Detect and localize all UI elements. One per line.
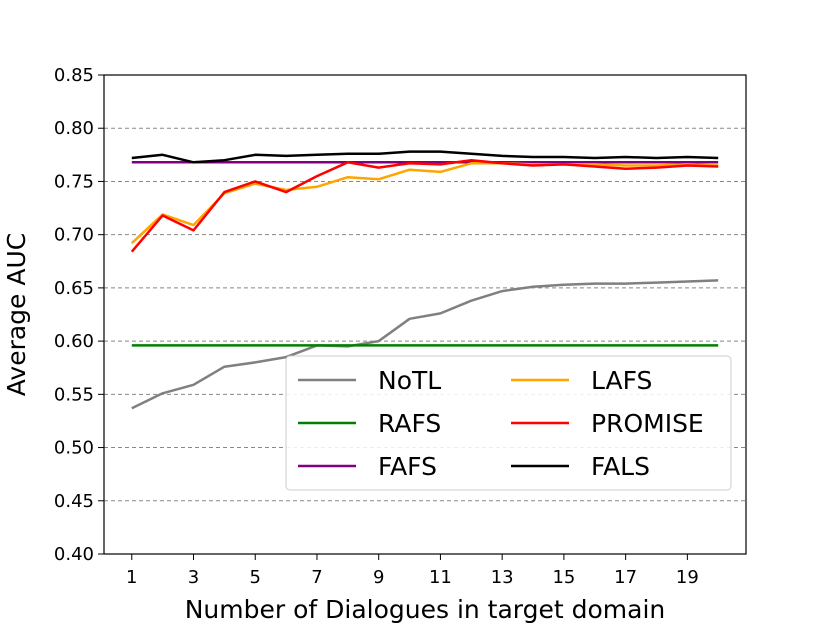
y-axis-title: Average AUC	[2, 233, 31, 396]
plot-frame	[103, 74, 747, 555]
legend-label-promise: PROMISE	[591, 409, 704, 438]
series-line-lafs	[130, 162, 719, 245]
y-tick-label: 0.45	[54, 491, 94, 512]
x-tick-label: 13	[491, 567, 514, 588]
y-tick-label: 0.40	[54, 544, 94, 565]
series-lines	[130, 150, 719, 410]
x-tick-label: 3	[188, 567, 199, 588]
legend-label-lafs: LAFS	[591, 366, 652, 395]
legend-label-fals: FALS	[591, 452, 650, 481]
x-axis-title: Number of Dialogues in target domain	[185, 595, 666, 623]
series-line-fals	[131, 150, 719, 164]
legend-label-notl: NoTL	[378, 366, 441, 395]
series-line-notl	[131, 279, 719, 410]
y-tick-label: 0.75	[54, 171, 94, 192]
y-axis-ticks: 0.40 0.45 0.50 0.55 0.60 0.65 0.70 0.75 0.80 0.85	[54, 65, 104, 565]
x-tick-label: 17	[614, 567, 637, 588]
x-tick-label: 11	[429, 567, 452, 588]
y-tick-label: 0.55	[54, 384, 94, 405]
series-line-promise	[130, 158, 719, 253]
x-tick-label: 15	[552, 567, 575, 588]
y-tick-label: 0.50	[54, 438, 94, 459]
y-tick-label: 0.60	[54, 331, 94, 352]
y-tick-label: 0.65	[54, 278, 94, 299]
y-tick-label: 0.70	[54, 225, 94, 246]
legend-label-rafs: RAFS	[378, 409, 441, 438]
x-axis-ticks: 1 3 5 7 9 11 13 15 17 19	[126, 554, 699, 588]
legend-label-fafs: FAFS	[378, 452, 437, 481]
legend: NoTL LAFS RAFS PROMISE FAFS FALS	[285, 355, 732, 491]
legend-box	[285, 355, 732, 491]
y-tick-label: 0.80	[54, 118, 94, 139]
y-tick-label: 0.85	[54, 65, 94, 86]
x-tick-label: 7	[311, 567, 322, 588]
x-tick-label: 5	[250, 567, 261, 588]
x-tick-label: 9	[373, 567, 384, 588]
x-tick-label: 19	[676, 567, 699, 588]
x-tick-label: 1	[126, 567, 137, 588]
